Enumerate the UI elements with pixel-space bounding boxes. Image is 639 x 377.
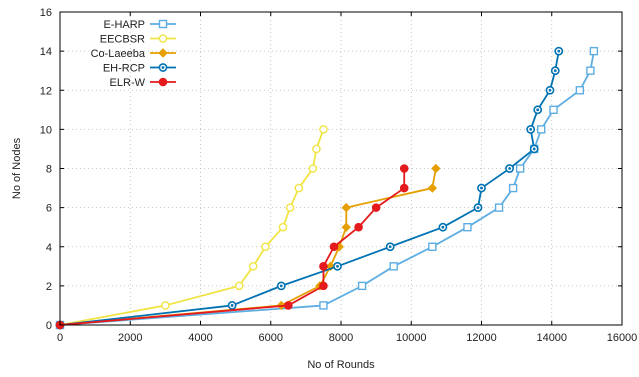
- legend-label: EECBSR: [100, 34, 145, 46]
- data-point-eh-rcp-center: [548, 88, 552, 92]
- data-point-e-harp: [589, 46, 599, 56]
- data-point-eecbsr: [285, 203, 295, 212]
- data-point-e-harp: [515, 164, 525, 173]
- y-axis-label: No of Nodes: [11, 137, 23, 199]
- data-point-eh-rcp-center: [476, 206, 480, 210]
- data-point-e-harp: [549, 105, 558, 115]
- data-point-eh-rcp-center: [529, 127, 533, 131]
- data-point-eecbsr: [161, 301, 170, 310]
- legend-label: ELR-W: [110, 77, 146, 89]
- legend: E-HARP EECBSR Co-Laeeba EH-RCP ELR-W: [91, 19, 176, 89]
- x-tick-label: 8000: [329, 332, 353, 344]
- data-point-e-harp: [319, 301, 328, 310]
- data-point-eecbsr: [234, 281, 244, 291]
- data-point-elr-w: [319, 262, 328, 271]
- data-point-eecbsr: [278, 222, 288, 232]
- x-axis-label: No of Rounds: [307, 359, 375, 371]
- x-tick-label: 2000: [118, 332, 142, 344]
- data-point-eh-rcp-center: [532, 147, 536, 151]
- data-point-eh-rcp-center: [388, 245, 392, 249]
- data-point-elr-w: [399, 164, 409, 173]
- legend-item-co-laeeba: Co-Laeeba: [91, 48, 176, 60]
- data-point-eecbsr: [312, 144, 321, 154]
- legend-marker: [158, 48, 168, 58]
- data-point-eh-rcp-center: [508, 167, 511, 170]
- y-tick-label: 4: [46, 242, 52, 254]
- data-point-eh-rcp-center: [480, 186, 483, 190]
- y-tick-label: 10: [40, 124, 52, 136]
- data-point-co-laeeba: [341, 222, 351, 232]
- x-tick-label: 0: [57, 332, 63, 344]
- series-elr-w: [55, 164, 409, 330]
- data-point-eecbsr: [261, 242, 270, 252]
- series-co-laeeba: [55, 163, 441, 330]
- y-tick-label: 8: [46, 164, 52, 176]
- data-point-e-harp: [357, 281, 367, 291]
- data-point-eh-rcp-center: [336, 264, 339, 268]
- data-point-eecbsr: [319, 125, 328, 134]
- data-point-eh-rcp-center: [536, 108, 540, 112]
- data-point-co-laeeba: [431, 163, 441, 174]
- x-tick-label: 12000: [466, 332, 497, 344]
- data-point-e-harp: [463, 222, 472, 232]
- data-point-e-harp: [586, 66, 595, 75]
- data-point-e-harp: [537, 125, 546, 134]
- legend-marker: [158, 19, 168, 29]
- data-point-elr-w: [319, 281, 328, 291]
- data-point-eh-rcp-center: [553, 69, 557, 73]
- data-point-eecbsr: [294, 183, 304, 193]
- data-point-elr-w: [371, 203, 381, 212]
- data-point-eh-rcp-center: [230, 304, 234, 307]
- data-point-elr-w: [354, 222, 363, 232]
- data-point-elr-w: [329, 242, 339, 252]
- series-eh-rcp: [55, 46, 564, 330]
- series-group: [55, 46, 599, 330]
- y-tick-label: 6: [46, 203, 52, 215]
- legend-label: Co-Laeeba: [91, 48, 146, 60]
- data-point-eh-rcp-center: [557, 49, 561, 53]
- data-point-eecbsr: [248, 262, 258, 271]
- x-tick-label: 4000: [188, 332, 212, 344]
- legend-item-eecbsr: EECBSR: [100, 34, 176, 46]
- data-point-co-laeeba: [427, 183, 438, 193]
- legend-item-eh-rcp: EH-RCP: [103, 63, 176, 75]
- data-point-co-laeeba: [341, 202, 351, 213]
- x-tick-label: 10000: [396, 332, 427, 344]
- legend-label: EH-RCP: [103, 63, 145, 75]
- y-tick-label: 12: [40, 85, 52, 97]
- y-tick-label: 14: [40, 46, 52, 58]
- legend-marker-center: [161, 66, 165, 69]
- y-tick-label: 16: [40, 7, 52, 19]
- axis-ticks: 0 2000 4000 6000 8000 10000 12000 14000 16000 0 2 4…: [40, 7, 638, 344]
- data-point-e-harp: [428, 242, 437, 251]
- y-tick-label: 2: [46, 281, 52, 293]
- legend-item-e-harp: E-HARP: [103, 19, 176, 31]
- legend-marker: [158, 77, 168, 87]
- data-point-e-harp: [508, 183, 518, 193]
- data-point-e-harp: [389, 262, 398, 271]
- data-point-eh-rcp-center: [441, 225, 445, 229]
- data-point-e-harp: [575, 86, 585, 95]
- legend-label: E-HARP: [103, 19, 145, 31]
- series-eecbsr: [55, 125, 328, 330]
- data-point-eecbsr: [308, 164, 318, 173]
- data-point-elr-w: [284, 301, 293, 310]
- x-tick-label: 16000: [607, 332, 638, 344]
- x-tick-label: 14000: [536, 332, 567, 344]
- x-tick-label: 6000: [259, 332, 283, 344]
- data-point-eh-rcp-center: [279, 284, 283, 288]
- data-point-elr-w: [399, 183, 409, 193]
- y-tick-label: 0: [46, 320, 52, 332]
- data-point-e-harp: [494, 203, 504, 212]
- legend-marker: [158, 34, 168, 43]
- legend-item-elr-w: ELR-W: [110, 77, 176, 89]
